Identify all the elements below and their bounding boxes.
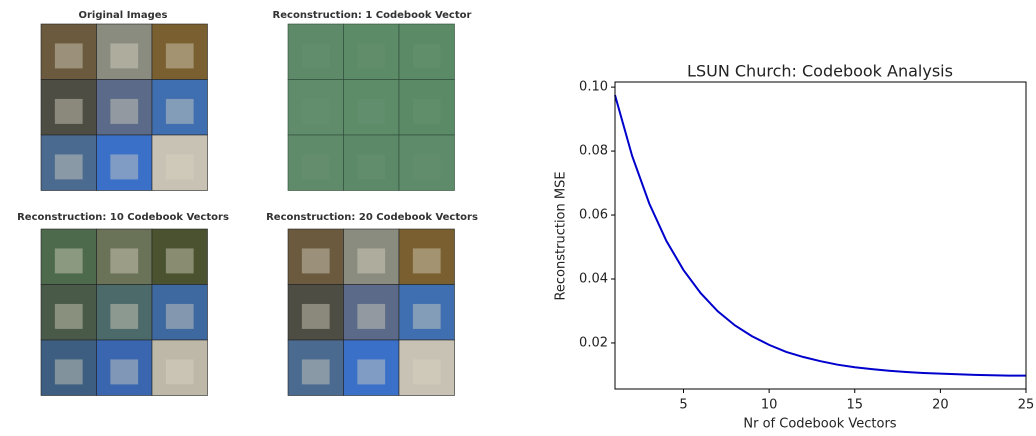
image-detail bbox=[110, 99, 138, 124]
figure: Original Images Reconstruction: 1 Codebo… bbox=[0, 0, 1036, 432]
image-detail bbox=[413, 359, 441, 384]
image-detail bbox=[166, 99, 194, 124]
image-detail bbox=[302, 304, 330, 329]
page: {"image_panels": [ {"title": "Original I… bbox=[0, 0, 1036, 436]
image-detail bbox=[357, 43, 385, 68]
y-axis-label: Reconstruction MSE bbox=[554, 171, 569, 300]
y-tick-label: 0.10 bbox=[579, 80, 608, 95]
y-tick-label: 0.02 bbox=[579, 335, 608, 350]
image-detail bbox=[413, 304, 441, 329]
x-axis-label: Nr of Codebook Vectors bbox=[743, 417, 896, 432]
image-detail bbox=[302, 248, 330, 273]
panel-title: Reconstruction: 20 Codebook Vectors bbox=[266, 212, 478, 223]
image-detail bbox=[55, 359, 83, 384]
image-detail bbox=[302, 154, 330, 179]
image-detail bbox=[357, 248, 385, 273]
image-detail bbox=[302, 99, 330, 124]
image-detail bbox=[357, 99, 385, 124]
image-detail bbox=[110, 43, 138, 68]
panel-title: Reconstruction: 1 Codebook Vector bbox=[273, 10, 472, 21]
plot-frame bbox=[615, 82, 1026, 389]
x-tick-label: 5 bbox=[679, 398, 687, 413]
image-detail bbox=[166, 248, 194, 273]
image-detail bbox=[55, 99, 83, 124]
panel-title: Original Images bbox=[78, 10, 167, 21]
image-detail bbox=[166, 154, 194, 179]
image-detail bbox=[166, 43, 194, 68]
y-tick-label: 0.06 bbox=[579, 208, 608, 223]
x-tick-label: 15 bbox=[846, 398, 863, 413]
image-detail bbox=[302, 43, 330, 68]
image-detail bbox=[413, 43, 441, 68]
line-series bbox=[615, 95, 1026, 375]
chart-title: LSUN Church: Codebook Analysis bbox=[687, 62, 953, 81]
image-detail bbox=[166, 359, 194, 384]
image-detail bbox=[110, 248, 138, 273]
image-detail bbox=[302, 359, 330, 384]
image-detail bbox=[166, 304, 194, 329]
image-detail bbox=[110, 304, 138, 329]
image-detail bbox=[413, 248, 441, 273]
y-tick-label: 0.08 bbox=[579, 144, 608, 159]
image-detail bbox=[413, 154, 441, 179]
image-detail bbox=[110, 359, 138, 384]
image-detail bbox=[110, 154, 138, 179]
image-detail bbox=[55, 154, 83, 179]
image-detail bbox=[55, 43, 83, 68]
image-detail bbox=[55, 304, 83, 329]
image-detail bbox=[357, 154, 385, 179]
y-tick-label: 0.04 bbox=[579, 271, 608, 286]
x-tick-label: 20 bbox=[932, 398, 949, 413]
image-detail bbox=[357, 304, 385, 329]
image-detail bbox=[357, 359, 385, 384]
x-tick-label: 10 bbox=[761, 398, 778, 413]
image-detail bbox=[55, 248, 83, 273]
image-detail bbox=[413, 99, 441, 124]
panel-title: Reconstruction: 10 Codebook Vectors bbox=[17, 212, 229, 223]
x-tick-label: 25 bbox=[1018, 398, 1035, 413]
